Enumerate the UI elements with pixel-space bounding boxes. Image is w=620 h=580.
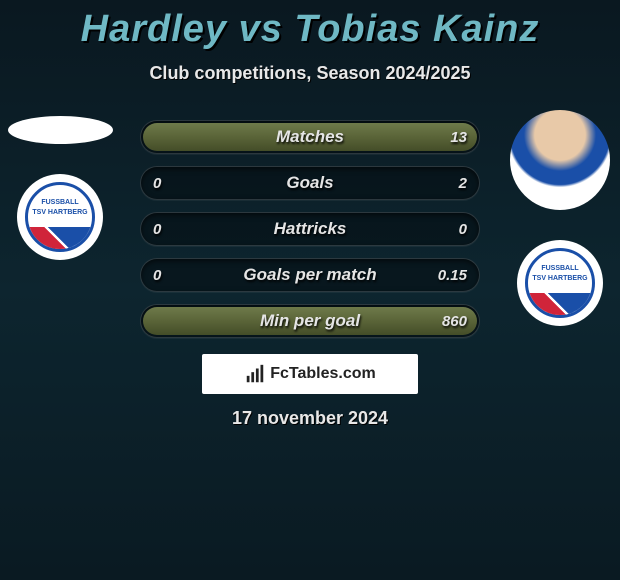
club-badge-left: TSV HARTBERG FUSSBALL: [17, 174, 103, 260]
left-column: TSV HARTBERG FUSSBALL: [0, 110, 120, 260]
stat-value-right: 2: [459, 167, 467, 199]
stat-label: Goals: [141, 167, 479, 199]
subtitle: Club competitions, Season 2024/2025: [0, 63, 620, 84]
stat-value-left: 0: [153, 167, 161, 199]
stat-value-right: 0: [459, 213, 467, 245]
stat-label: Goals per match: [141, 259, 479, 291]
stat-row: Matches13: [140, 120, 480, 154]
club-text-1: TSV HARTBERG: [32, 209, 87, 217]
stat-label: Hattricks: [141, 213, 479, 245]
stats-bars: Matches13Goals02Hattricks00Goals per mat…: [140, 120, 480, 338]
player-left-avatar: [8, 116, 113, 144]
stat-row: Goals0 2: [140, 166, 480, 200]
club-badge-inner: TSV HARTBERG FUSSBALL: [25, 182, 95, 252]
player-right-avatar: [510, 110, 610, 210]
chart-icon: [244, 363, 266, 385]
club-text-2: FUSSBALL: [41, 199, 78, 207]
stat-row: Hattricks0 0: [140, 212, 480, 246]
right-column: TSV HARTBERG FUSSBALL: [500, 110, 620, 326]
club-badge-right: TSV HARTBERG FUSSBALL: [517, 240, 603, 326]
bar-fill-right: [143, 307, 477, 335]
club-badge-inner: TSV HARTBERG FUSSBALL: [525, 248, 595, 318]
club-text-1: TSV HARTBERG: [532, 275, 587, 283]
stat-row: Min per goal860: [140, 304, 480, 338]
brand-text: FcTables.com: [270, 365, 376, 383]
bar-fill-right: [143, 123, 477, 151]
club-text-2: FUSSBALL: [541, 265, 578, 273]
page-title: Hardley vs Tobias Kainz: [0, 0, 620, 51]
stat-value-left: 0: [153, 259, 161, 291]
date-text: 17 november 2024: [0, 408, 620, 429]
brand-box: FcTables.com: [202, 354, 418, 394]
stat-value-right: 0.15: [438, 259, 467, 291]
stat-value-left: 0: [153, 213, 161, 245]
stat-row: Goals per match0 0.15: [140, 258, 480, 292]
